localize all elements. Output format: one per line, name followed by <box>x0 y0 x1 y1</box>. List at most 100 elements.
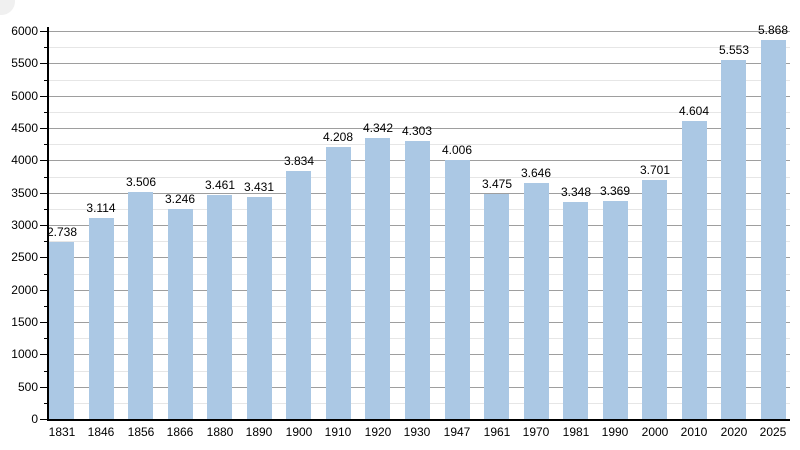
x-axis-tick-label: 1900 <box>285 425 313 439</box>
y-axis-tick <box>40 96 48 97</box>
bar <box>721 60 746 419</box>
x-axis-tick-label: 2000 <box>641 425 669 439</box>
x-axis-line <box>47 419 790 421</box>
corner-artifact <box>0 0 15 15</box>
x-axis-tick-label: 2010 <box>680 425 708 439</box>
y-axis-tick-label: 1500 <box>11 315 38 329</box>
y-axis-tick <box>40 63 48 64</box>
major-gridline <box>48 63 790 64</box>
y-axis-tick <box>40 322 48 323</box>
y-axis-tick <box>40 419 48 420</box>
y-axis-tick <box>40 387 48 388</box>
y-axis-tick-label: 3000 <box>11 218 38 232</box>
x-axis-tick-label: 1990 <box>601 425 629 439</box>
bar <box>603 201 628 419</box>
y-axis-tick <box>44 144 48 145</box>
x-axis-tick-label: 1866 <box>166 425 194 439</box>
bar-value-label: 5.868 <box>757 23 789 37</box>
y-axis-tick-label: 1000 <box>11 347 38 361</box>
y-axis-tick <box>40 290 48 291</box>
y-axis-tick <box>40 193 48 194</box>
x-axis-tick-label: 2025 <box>759 425 787 439</box>
bar <box>484 194 509 419</box>
y-axis-tick <box>44 403 48 404</box>
bar <box>563 202 588 419</box>
bar-value-label: 3.114 <box>86 201 116 215</box>
x-axis-tick-label: 1981 <box>562 425 590 439</box>
y-axis-tick <box>44 338 48 339</box>
x-axis-tick-label: 1970 <box>522 425 550 439</box>
minor-gridline <box>48 80 790 81</box>
y-axis-tick <box>40 31 48 32</box>
y-axis-tick <box>40 128 48 129</box>
bar <box>89 218 114 419</box>
x-axis-tick-label: 1920 <box>364 425 392 439</box>
x-axis-tick-label: 1880 <box>206 425 234 439</box>
bar-value-label: 4.342 <box>362 121 394 135</box>
x-axis-tick-label: 1947 <box>443 425 471 439</box>
bar-value-label: 4.208 <box>322 130 354 144</box>
y-axis-tick <box>40 354 48 355</box>
bar <box>642 180 667 419</box>
x-axis-tick-label: 1910 <box>324 425 352 439</box>
major-gridline <box>48 31 790 32</box>
y-axis-tick <box>44 209 48 210</box>
bar <box>326 147 351 419</box>
bar <box>445 160 470 419</box>
bar <box>207 195 232 419</box>
y-axis-tick-label: 500 <box>17 380 38 394</box>
x-axis-tick-label: 1831 <box>48 425 76 439</box>
bar-value-label: 3.506 <box>125 175 157 189</box>
y-axis-tick-label: 4000 <box>11 153 38 167</box>
y-axis-tick <box>44 306 48 307</box>
bar-value-label: 3.475 <box>481 177 513 191</box>
x-axis-tick-label: 1856 <box>127 425 155 439</box>
y-axis-tick-label: 3500 <box>11 186 38 200</box>
minor-gridline <box>48 47 790 48</box>
y-axis-tick-label: 2000 <box>11 283 38 297</box>
y-axis-tick-label: 0 <box>31 412 38 426</box>
y-axis-tick <box>44 371 48 372</box>
bar-value-label: 5.553 <box>718 43 750 57</box>
bar-value-label: 3.461 <box>204 178 236 192</box>
bar <box>405 141 430 419</box>
y-axis-tick-label: 5500 <box>11 56 38 70</box>
bar-value-label: 2.738 <box>46 225 78 239</box>
y-axis-tick <box>44 112 48 113</box>
bar-value-label: 3.246 <box>164 192 196 206</box>
y-axis-tick <box>44 80 48 81</box>
y-axis-tick <box>40 257 48 258</box>
y-axis-tick-label: 6000 <box>11 24 38 38</box>
bar-value-label: 4.604 <box>678 104 710 118</box>
bar-value-label: 3.646 <box>520 166 552 180</box>
bar-value-label: 4.303 <box>401 124 433 138</box>
major-gridline <box>48 96 790 97</box>
bar <box>49 242 74 419</box>
y-axis-tick-label: 5000 <box>11 89 38 103</box>
x-axis-tick-label: 1846 <box>87 425 115 439</box>
y-axis-line <box>47 27 49 421</box>
y-axis-tick <box>44 47 48 48</box>
bar-value-label: 4.006 <box>441 143 473 157</box>
y-axis-tick <box>44 177 48 178</box>
y-axis-tick <box>44 241 48 242</box>
bar <box>524 183 549 419</box>
y-axis-tick-label: 4500 <box>11 121 38 135</box>
x-axis-tick-label: 1961 <box>483 425 511 439</box>
bar <box>682 121 707 419</box>
bar-value-label: 3.431 <box>243 180 275 194</box>
major-gridline <box>48 128 790 129</box>
y-axis-tick <box>40 160 48 161</box>
x-axis-tick-label: 1930 <box>403 425 431 439</box>
y-axis-tick <box>40 225 48 226</box>
y-axis-tick <box>44 274 48 275</box>
x-axis-tick-label: 2020 <box>720 425 748 439</box>
bar-value-label: 3.348 <box>560 185 592 199</box>
minor-gridline <box>48 112 790 113</box>
y-axis-tick-label: 2500 <box>11 250 38 264</box>
bar <box>365 138 390 419</box>
bar <box>247 197 272 419</box>
bar <box>168 209 193 419</box>
bar <box>286 171 311 419</box>
